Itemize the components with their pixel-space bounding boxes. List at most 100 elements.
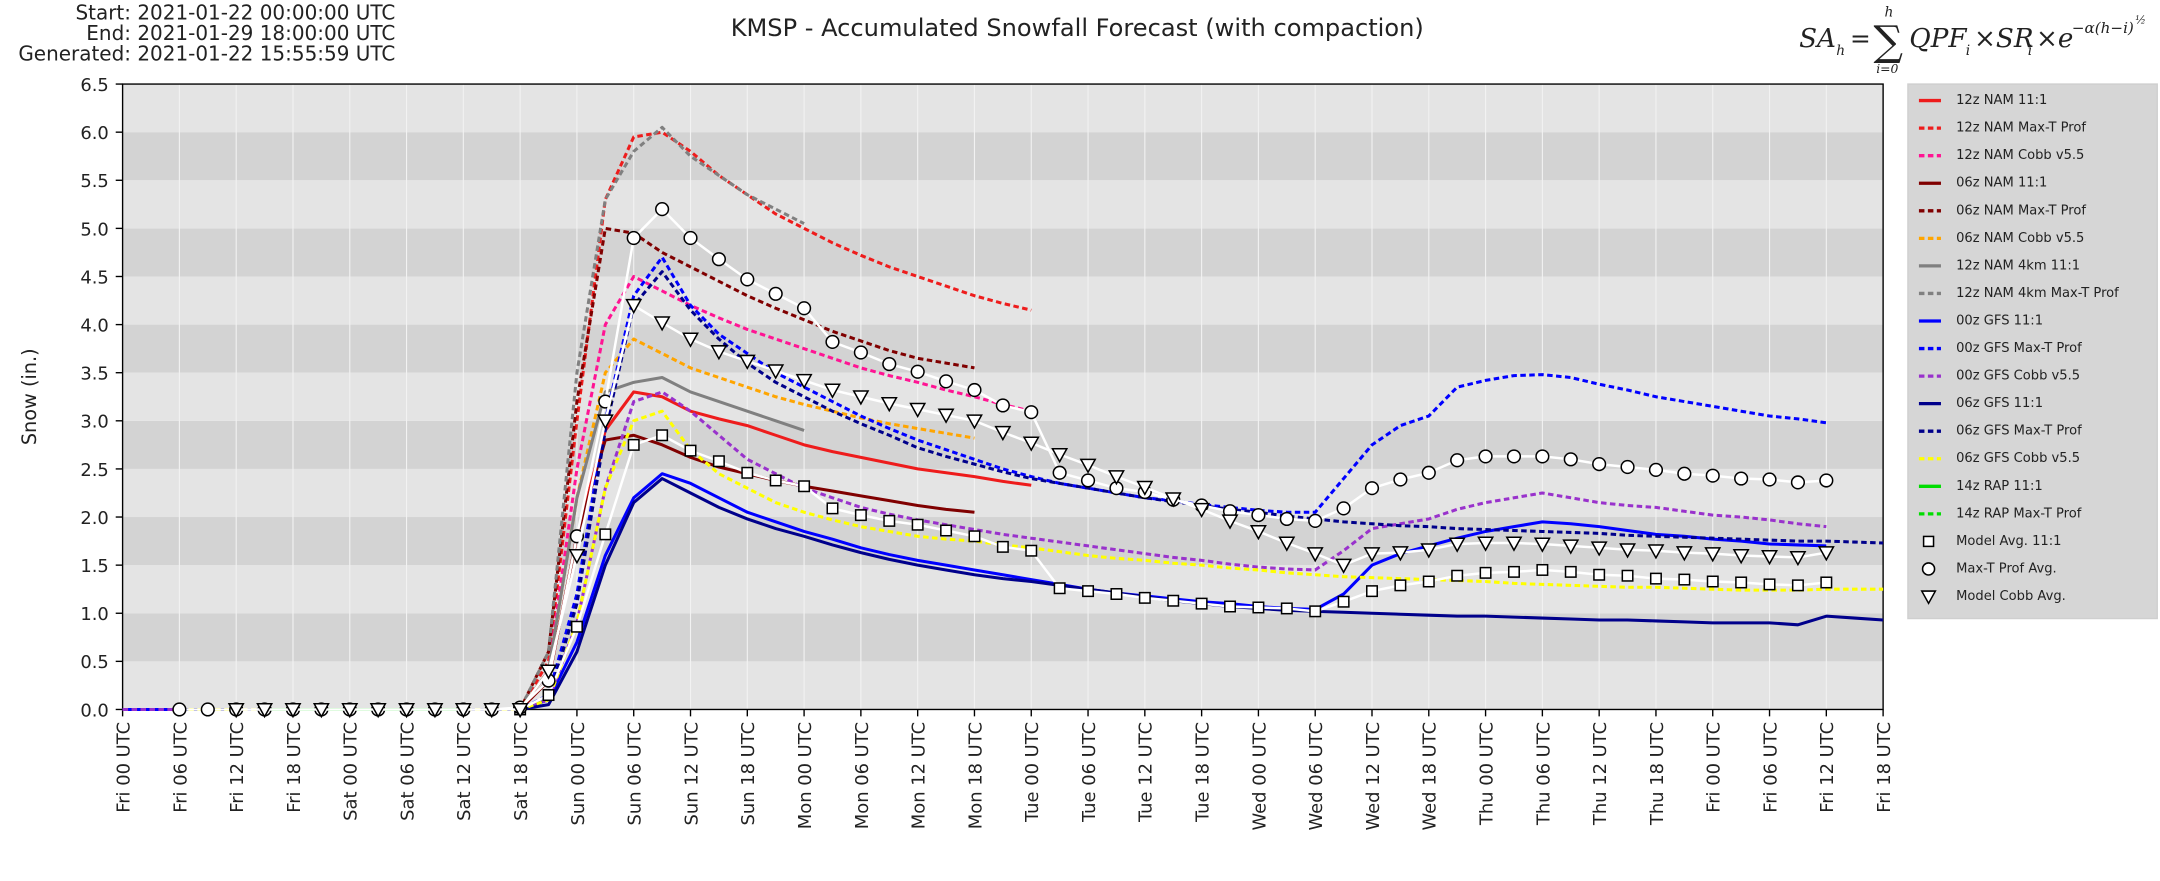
header-start: Start: 2021-01-22 00:00:00 UTC	[75, 0, 395, 24]
point	[967, 382, 982, 398]
point	[1563, 452, 1578, 467]
point	[200, 702, 215, 717]
legend-label: 14z RAP 11:1	[1956, 479, 2043, 494]
point	[710, 345, 728, 361]
x-tick-label: Wed 18 UTC	[1420, 722, 1441, 831]
grid-band	[122, 84, 1884, 133]
point	[1761, 549, 1778, 566]
series-line	[122, 255, 1827, 711]
point	[1477, 536, 1495, 552]
point	[1422, 575, 1435, 588]
x-tick-label: Sun 00 UTC	[568, 722, 589, 826]
x-tick-label: Fri 12 UTC	[227, 722, 248, 813]
x-tick-label: Sat 12 UTC	[454, 722, 475, 821]
point	[1621, 569, 1634, 582]
x-tick-label: Fri 18 UTC	[1874, 722, 1895, 813]
point	[1732, 549, 1750, 565]
legend-box	[1907, 83, 2158, 620]
legend-label: 06z GFS Cobb v5.5	[1956, 451, 2080, 466]
x-tick-label: Fri 18 UTC	[284, 722, 305, 813]
grid-band	[122, 372, 1884, 421]
point	[852, 390, 870, 406]
point	[938, 374, 954, 389]
point	[483, 702, 501, 719]
legend-label: Model Avg. 11:1	[1956, 534, 2061, 549]
point	[426, 702, 444, 719]
series-line	[122, 390, 1827, 711]
point	[1705, 468, 1720, 483]
point	[1536, 563, 1549, 576]
point	[1817, 546, 1835, 562]
point	[684, 444, 697, 457]
point	[1593, 568, 1606, 581]
point	[1921, 562, 1936, 576]
point	[398, 702, 416, 719]
header-generated: Generated: 2021-01-22 15:55:59 UTC	[18, 42, 395, 66]
legend-label: 06z NAM 11:1	[1956, 176, 2047, 191]
point	[596, 414, 614, 430]
point	[1819, 473, 1834, 488]
point	[1619, 543, 1636, 559]
x-tick-label: Tue 18 UTC	[1193, 722, 1214, 823]
point	[653, 316, 671, 332]
point	[1675, 546, 1693, 562]
x-tick-label: Sat 06 UTC	[397, 722, 418, 821]
point	[1136, 480, 1154, 496]
point	[1734, 471, 1749, 486]
point	[711, 252, 726, 267]
point	[570, 620, 583, 633]
point	[1478, 449, 1493, 464]
x-tick-label: Fri 00 UTC	[113, 722, 134, 813]
series	[179, 226, 975, 711]
formula-part: ½	[2135, 13, 2146, 26]
y-tick-label: 2.5	[80, 460, 108, 481]
point	[1366, 585, 1378, 598]
y-tick-label: 1.5	[80, 556, 108, 577]
point	[682, 332, 699, 348]
point	[909, 402, 927, 418]
legend-label: Model Cobb Avg.	[1956, 589, 2066, 604]
point	[741, 466, 754, 479]
x-tick-label: Tue 06 UTC	[1079, 722, 1100, 823]
series	[227, 298, 1835, 719]
series-line	[236, 130, 1032, 711]
point	[1224, 600, 1237, 613]
y-tick-label: 3.0	[80, 412, 108, 433]
point	[1647, 544, 1665, 560]
y-tick-label: 0.0	[80, 700, 108, 721]
point	[1762, 472, 1777, 487]
x-tick-label: Tue 12 UTC	[1136, 722, 1157, 823]
series	[236, 130, 1032, 711]
point	[1252, 601, 1265, 614]
point	[1820, 576, 1833, 589]
legend-label: 12z NAM 11:1	[1956, 93, 2047, 108]
x-tick-label: Fri 06 UTC	[170, 722, 191, 813]
point	[1337, 595, 1350, 608]
point	[1308, 513, 1323, 528]
point	[1448, 537, 1466, 553]
legend-label: 06z GFS 11:1	[1956, 396, 2043, 411]
point	[1280, 602, 1293, 615]
point	[1107, 470, 1125, 486]
series	[236, 274, 1032, 711]
point	[1562, 539, 1580, 555]
legend: 12z NAM 11:1 12z NAM Max-T Prof 12z NAM Co…	[1907, 83, 2158, 620]
formula-part: SA	[1799, 24, 1836, 54]
point	[1620, 459, 1635, 475]
point	[796, 301, 812, 316]
point	[1221, 514, 1239, 530]
chart-title: KMSP - Accumulated Snowfall Forecast (wi…	[731, 14, 1424, 42]
series	[122, 390, 1827, 711]
point	[1278, 536, 1296, 552]
point	[1393, 472, 1408, 487]
point	[1421, 465, 1436, 480]
point	[1535, 449, 1550, 464]
x-tick-label: Thu 00 UTC	[1476, 722, 1497, 826]
y-tick-label: 5.5	[80, 171, 108, 192]
point	[1507, 565, 1520, 578]
formula-part: i=0	[1876, 61, 1898, 76]
point	[1649, 572, 1662, 585]
point	[542, 689, 555, 702]
x-tick-label: Wed 00 UTC	[1249, 722, 1270, 831]
point	[1505, 536, 1523, 552]
